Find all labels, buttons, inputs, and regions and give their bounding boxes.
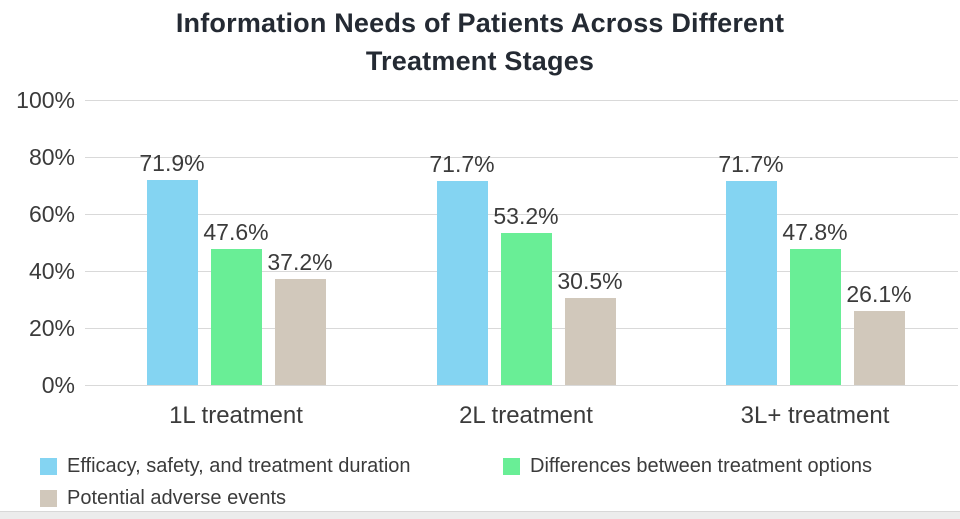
legend-swatch-potential-adverse-events (40, 489, 57, 507)
legend-item-potential-adverse-events: Potential adverse events (40, 487, 286, 509)
value-label-differences-between-treatment-options-1l-treatment: 47.6% (203, 219, 269, 246)
value-label-efficacy-safety-and-treatment-duration-2l-treatment: 71.7% (429, 150, 495, 177)
value-label-potential-adverse-events-3l-treatment: 26.1% (846, 280, 912, 307)
y-axis-tick-label: 100% (16, 87, 75, 113)
bar-efficacy-safety-and-treatment-duration-3l-treatment (725, 180, 777, 385)
gridline-60% (85, 214, 958, 215)
value-label-potential-adverse-events-1l-treatment: 37.2% (267, 248, 333, 275)
page-edge-strip (0, 511, 960, 519)
legend-label-efficacy-safety-and-treatment-duration: Efficacy, safety, and treatment duration (67, 455, 411, 477)
x-axis-category-2l-treatment: 2L treatment (459, 402, 593, 429)
value-label-potential-adverse-events-2l-treatment: 30.5% (557, 268, 623, 295)
x-axis-category-1l-treatment: 1L treatment (169, 402, 303, 429)
value-label-efficacy-safety-and-treatment-duration-1l-treatment: 71.9% (139, 150, 205, 177)
y-axis-tick-label: 20% (28, 315, 75, 341)
y-axis-tick-label: 0% (41, 372, 75, 398)
gridline-0% (85, 385, 958, 386)
chart-title-line-1: Information Needs of Patients Across Dif… (175, 8, 785, 38)
bar-potential-adverse-events-3l-treatment (853, 310, 905, 385)
legend-swatch-efficacy-safety-and-treatment-duration (40, 457, 57, 475)
legend-item-efficacy-safety-and-treatment-duration: Efficacy, safety, and treatment duration (40, 455, 411, 477)
value-label-efficacy-safety-and-treatment-duration-3l-treatment: 71.7% (718, 150, 784, 177)
bar-potential-adverse-events-2l-treatment (564, 298, 616, 385)
y-axis-tick-label: 60% (28, 201, 75, 227)
gridline-100% (85, 100, 958, 101)
chart-title: Information Needs of Patients Across Dif… (0, 4, 960, 80)
legend-label-differences-between-treatment-options: Differences between treatment options (530, 455, 873, 477)
bar-efficacy-safety-and-treatment-duration-2l-treatment (436, 180, 488, 385)
bar-differences-between-treatment-options-2l-treatment (500, 233, 552, 385)
value-label-differences-between-treatment-options-2l-treatment: 53.2% (493, 203, 559, 230)
legend-swatch-differences-between-treatment-options (503, 457, 520, 475)
bar-potential-adverse-events-1l-treatment (274, 278, 326, 385)
legend-item-differences-between-treatment-options: Differences between treatment options (503, 455, 872, 477)
bar-differences-between-treatment-options-3l-treatment (789, 248, 841, 385)
gridline-80% (85, 157, 958, 158)
x-axis-category-3l-treatment: 3L+ treatment (740, 402, 890, 429)
plot-area: 0% 20% 40% 60% 80% 100% 71.9% 47.6% 37.2% 1L trea… (16, 87, 958, 429)
y-axis-tick-label: 40% (28, 258, 75, 284)
chart-title-line-2: Treatment Stages (365, 46, 595, 76)
legend-label-potential-adverse-events: Potential adverse events (67, 487, 287, 509)
bar-efficacy-safety-and-treatment-duration-1l-treatment (146, 180, 198, 385)
y-axis-tick-label: 80% (28, 144, 75, 170)
bar-differences-between-treatment-options-1l-treatment (210, 249, 262, 385)
value-label-differences-between-treatment-options-3l-treatment: 47.8% (782, 218, 848, 245)
